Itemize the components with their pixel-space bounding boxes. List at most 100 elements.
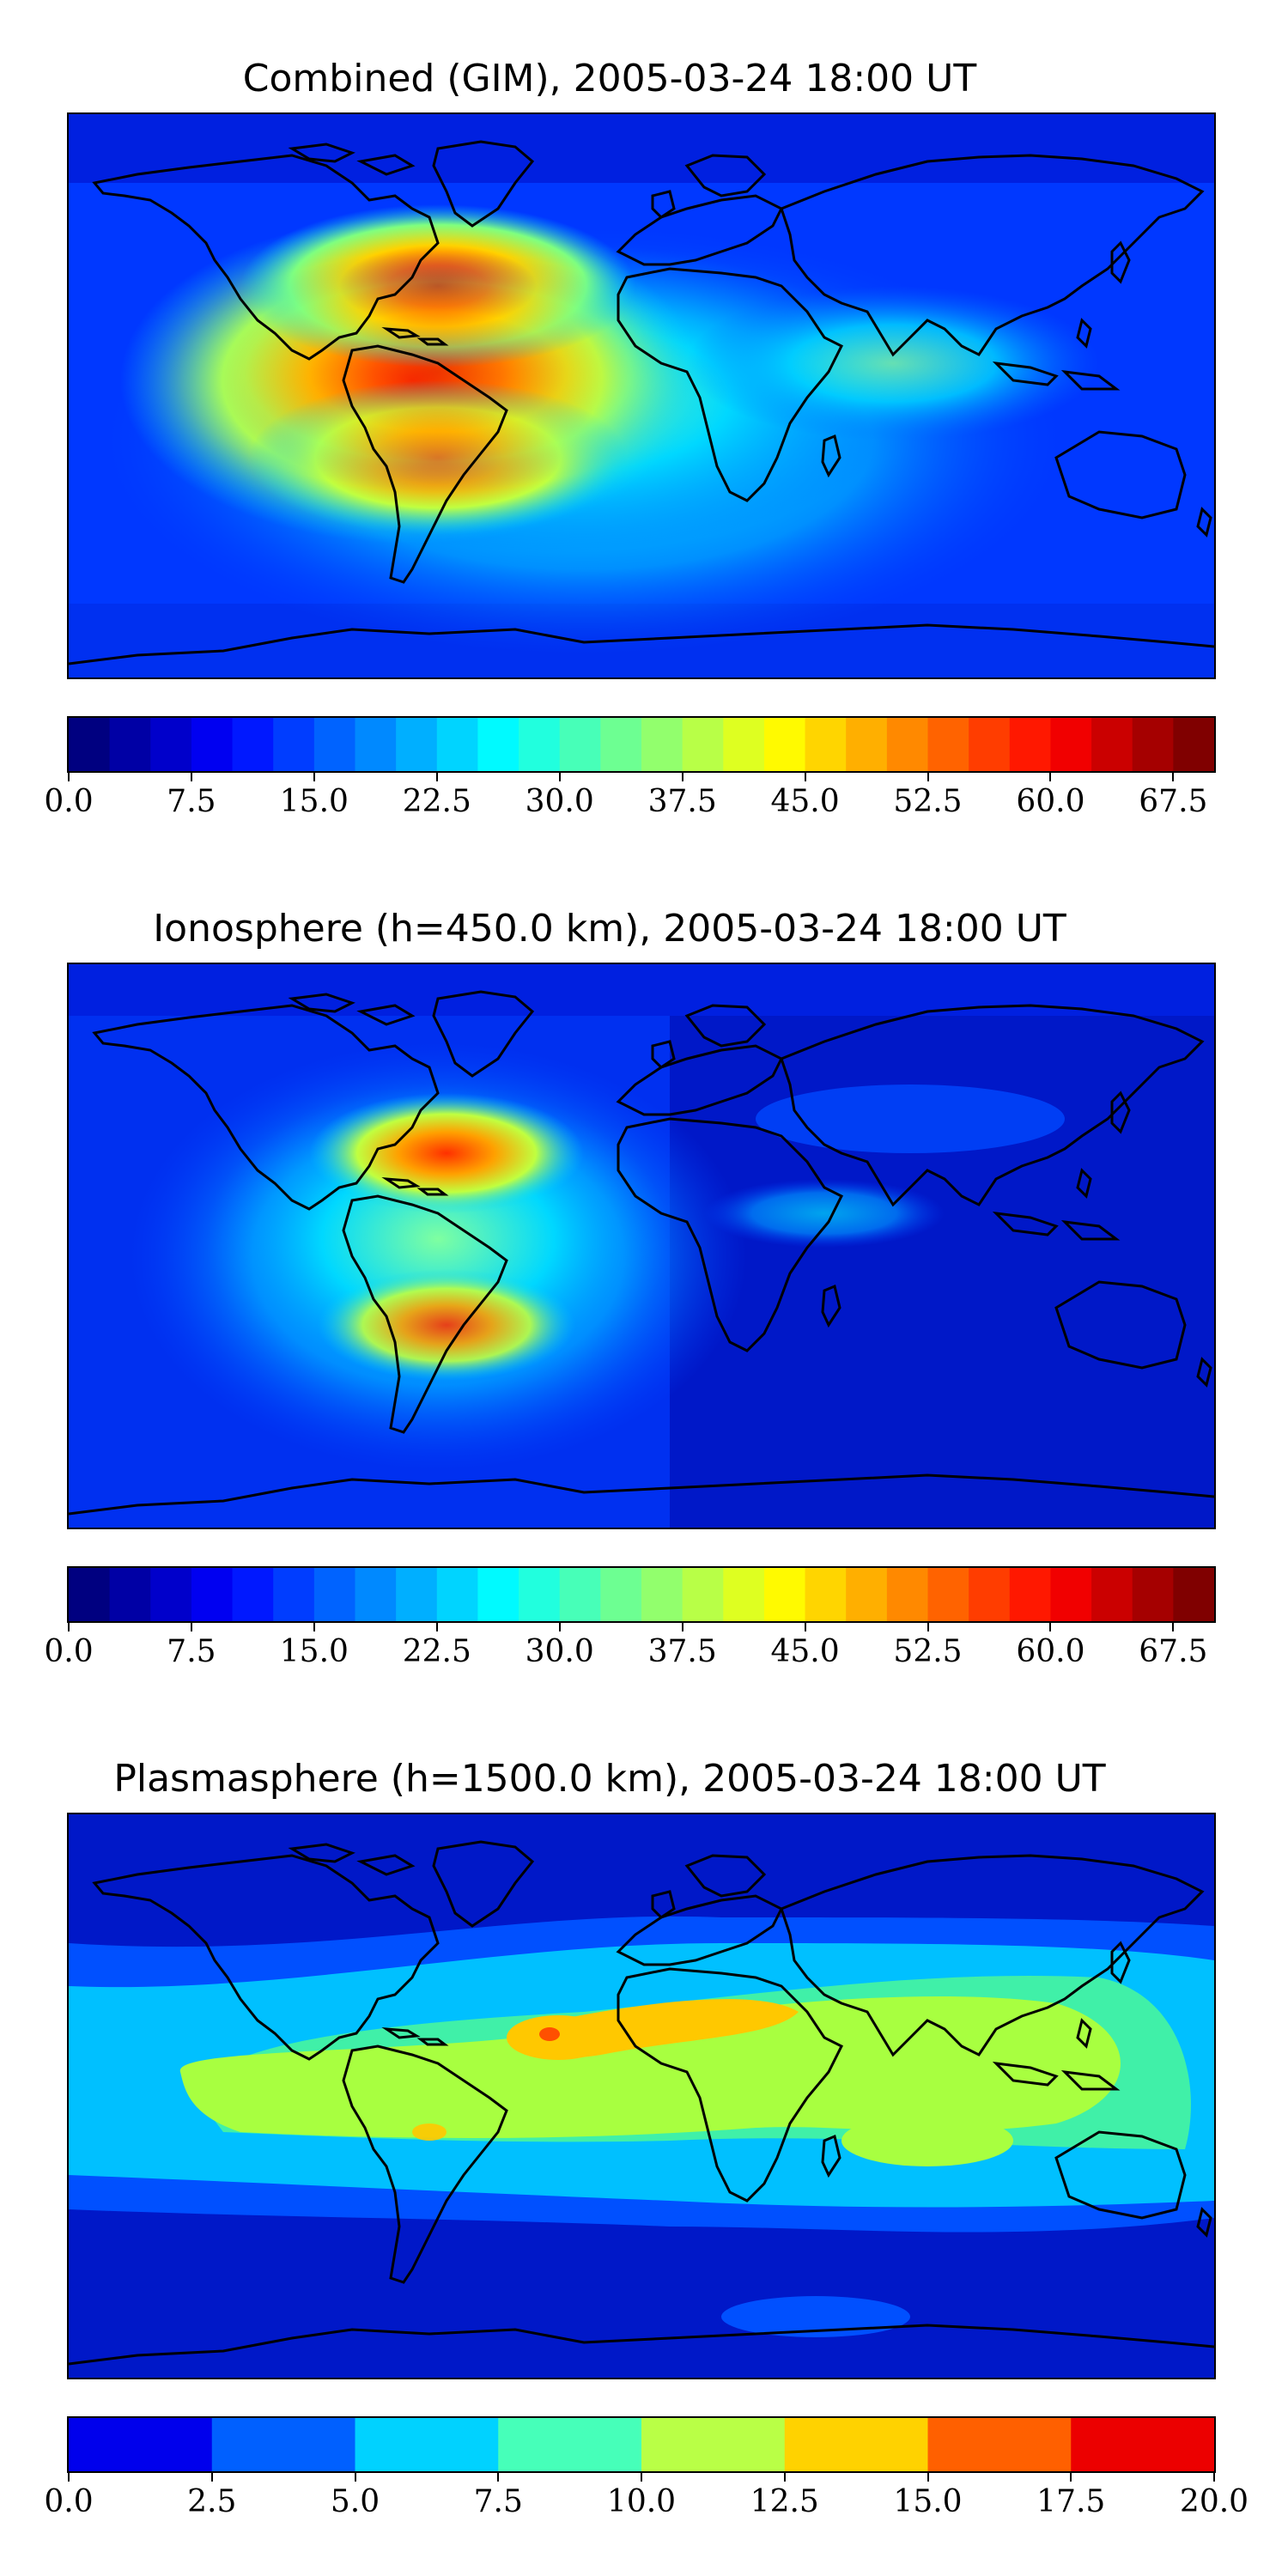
colorbar-level-swatch: [109, 1568, 151, 1621]
colorbar-level-swatch: [886, 718, 929, 771]
colorbar-level-swatch: [191, 718, 234, 771]
colorbar-tick-mark: [1070, 2473, 1072, 2482]
colorbar-tick-label: 52.5: [893, 784, 963, 819]
colorbar-level-swatch: [273, 718, 315, 771]
colorbar-level-swatch: [600, 1568, 642, 1621]
colorbar-level-swatch: [498, 2418, 642, 2471]
colorbar-tick-label: 67.5: [1139, 1634, 1208, 1669]
colorbar-tick-mark: [927, 773, 929, 781]
colorbar-tick-mark: [497, 2473, 500, 2482]
panel-1-map: [67, 112, 1216, 679]
colorbar-level-swatch: [763, 718, 806, 771]
colorbar-tick-label: 5.0: [330, 2484, 380, 2519]
panel-2-map-svg: [69, 964, 1214, 1528]
colorbar-tick-mark: [783, 2473, 786, 2482]
colorbar-level-swatch: [600, 718, 642, 771]
colorbar-tick-label: 60.0: [1016, 1634, 1085, 1669]
colorbar-level-swatch: [69, 2418, 213, 2471]
colorbar-level-swatch: [191, 1568, 234, 1621]
panel-2-map: [67, 963, 1216, 1529]
colorbar-level-swatch: [1050, 1568, 1092, 1621]
colorbar-level-swatch: [69, 1568, 111, 1621]
colorbar-level-swatch: [211, 2418, 356, 2471]
panel-1-map-svg: [69, 114, 1214, 677]
colorbar-tick-label: 20.0: [1179, 2484, 1249, 2519]
colorbar-tick-mark: [804, 773, 806, 781]
colorbar-tick-label: 30.0: [525, 1634, 594, 1669]
colorbar-tick-label: 0.0: [44, 1634, 94, 1669]
colorbar-level-swatch: [846, 1568, 888, 1621]
colorbar-tick-label: 0.0: [44, 2484, 94, 2519]
colorbar-level-swatch: [150, 1568, 192, 1621]
colorbar-level-swatch: [436, 1568, 479, 1621]
colorbar-level-swatch: [927, 1568, 969, 1621]
colorbar-tick-mark: [1049, 773, 1052, 781]
colorbar-level-swatch: [69, 718, 111, 771]
panel-3-title: Plasmasphere (h=1500.0 km), 2005-03-24 1…: [113, 1757, 1106, 1801]
colorbar-level-swatch: [723, 1568, 765, 1621]
colorbar-level-swatch: [396, 718, 438, 771]
panel-2-colorbar-svg: [69, 1568, 1214, 1621]
colorbar-level-swatch: [886, 1568, 929, 1621]
colorbar-tick-mark: [641, 2473, 642, 2482]
colorbar-tick-label: 15.0: [893, 2484, 963, 2519]
colorbar-level-swatch: [1071, 2418, 1214, 2471]
colorbar-tick-label: 45.0: [770, 784, 840, 819]
colorbar-tick-mark: [804, 1623, 806, 1631]
colorbar-level-swatch: [109, 718, 151, 771]
colorbar-tick-label: 0.0: [44, 784, 94, 819]
colorbar-level-swatch: [355, 1568, 397, 1621]
colorbar-tick-mark: [313, 1623, 315, 1631]
colorbar-level-swatch: [1009, 718, 1052, 771]
colorbar-level-swatch: [763, 1568, 806, 1621]
colorbar-tick-label: 22.5: [402, 1634, 471, 1669]
colorbar-tick-label: 45.0: [770, 1634, 840, 1669]
colorbar-level-swatch: [355, 718, 397, 771]
colorbar-level-swatch: [519, 718, 561, 771]
panel-2-title: Ionosphere (h=450.0 km), 2005-03-24 18:0…: [153, 907, 1066, 951]
panel-3-colorbar: [67, 2416, 1216, 2473]
colorbar-tick-mark: [435, 1623, 438, 1631]
colorbar-level-swatch: [805, 718, 847, 771]
colorbar-level-swatch: [1009, 1568, 1052, 1621]
colorbar-level-swatch: [1173, 718, 1214, 771]
colorbar-tick-mark: [558, 773, 561, 781]
colorbar-level-swatch: [641, 2418, 786, 2471]
colorbar-tick-label: 37.5: [647, 1634, 717, 1669]
colorbar-tick-mark: [68, 2473, 70, 2482]
colorbar-tick-mark: [68, 773, 70, 781]
colorbar-level-swatch: [232, 1568, 274, 1621]
panel-1-colorbar-svg: [69, 718, 1214, 771]
panel-3-map: [67, 1813, 1216, 2379]
colorbar-level-swatch: [927, 718, 969, 771]
colorbar-tick-label: 60.0: [1016, 784, 1085, 819]
colorbar-level-swatch: [784, 2418, 929, 2471]
colorbar-level-swatch: [559, 718, 601, 771]
colorbar-level-swatch: [273, 1568, 315, 1621]
colorbar-tick-label: 7.5: [167, 1634, 216, 1669]
colorbar-level-swatch: [313, 718, 356, 771]
colorbar-level-swatch: [1091, 718, 1133, 771]
colorbar-level-swatch: [559, 1568, 601, 1621]
panel-2-colorbar: [67, 1566, 1216, 1623]
colorbar-tick-mark: [927, 2473, 929, 2482]
colorbar-tick-mark: [681, 1623, 683, 1631]
colorbar-level-swatch: [477, 1568, 519, 1621]
panel-1-title: Combined (GIM), 2005-03-24 18:00 UT: [242, 57, 977, 100]
colorbar-tick-mark: [190, 773, 192, 781]
colorbar-level-swatch: [150, 718, 192, 771]
colorbar-tick-label: 7.5: [473, 2484, 523, 2519]
colorbar-level-swatch: [477, 718, 519, 771]
colorbar-level-swatch: [641, 718, 683, 771]
panel-3-colorbar-svg: [69, 2418, 1214, 2471]
colorbar-tick-mark: [558, 1623, 561, 1631]
colorbar-level-swatch: [519, 1568, 561, 1621]
colorbar-level-swatch: [846, 718, 888, 771]
colorbar-tick-label: 2.5: [187, 2484, 237, 2519]
colorbar-level-swatch: [1091, 1568, 1133, 1621]
colorbar-level-swatch: [1132, 718, 1174, 771]
colorbar-tick-mark: [435, 773, 438, 781]
colorbar-tick-label: 15.0: [279, 1634, 349, 1669]
colorbar-level-swatch: [436, 718, 479, 771]
colorbar-tick-mark: [1172, 773, 1175, 781]
